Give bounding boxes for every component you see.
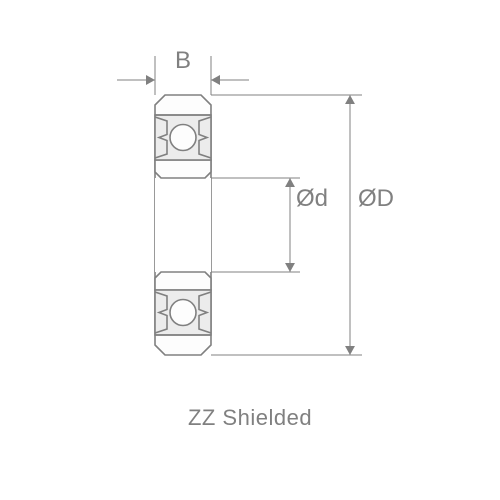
dimension-label-d: Ød: [296, 185, 328, 213]
dimension-label-b: B: [175, 47, 191, 75]
diagram-canvas: B Ød ØD ZZ Shielded: [0, 0, 500, 500]
caption-text: ZZ Shielded: [0, 405, 500, 431]
dimension-label-D: ØD: [358, 185, 394, 213]
